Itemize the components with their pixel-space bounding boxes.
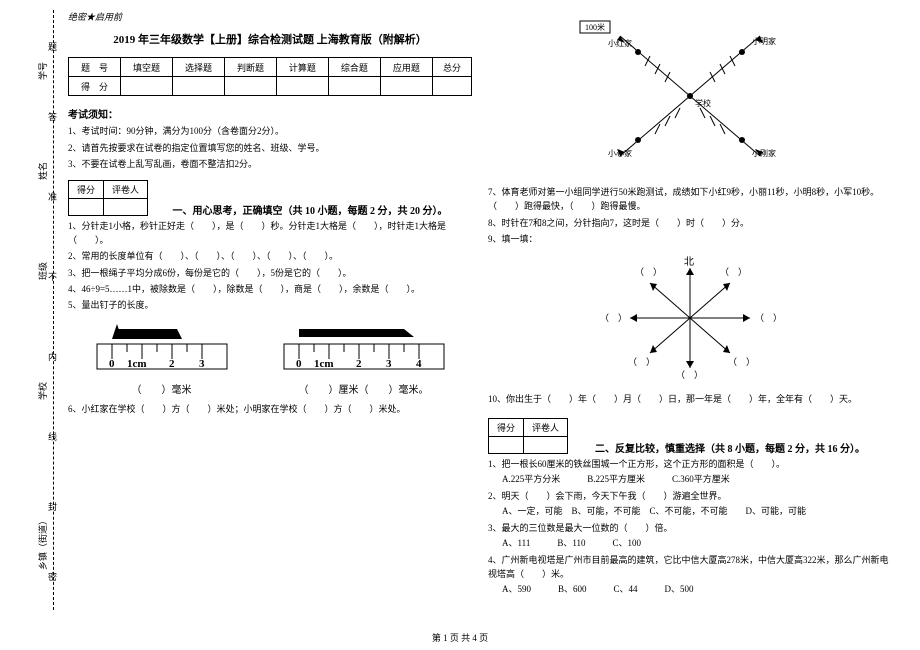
- score-h4: 计算题: [276, 58, 328, 77]
- svg-text:0: 0: [109, 358, 115, 370]
- svg-text:0: 0: [296, 358, 302, 370]
- s2-q2: 2、明天（ ）会下雨，今天下午我（ ）游遍全世界。: [488, 489, 892, 503]
- svg-text:（ ）: （ ）: [600, 313, 627, 323]
- secret-label: 绝密★启用前: [68, 10, 472, 23]
- svg-text:1cm: 1cm: [314, 358, 334, 370]
- section2-title: 二、反复比较，慎重选择（共 8 小题，每题 2 分，共 16 分）。: [568, 440, 892, 455]
- dash-char-2: 准: [48, 190, 57, 203]
- s1-q4: 4、46÷9=5……1中，被除数是（ ），除数是（ ），商是（ ），余数是（ ）…: [68, 282, 472, 296]
- svg-text:（ ）: （ ）: [628, 357, 655, 367]
- svg-text:100米: 100米: [585, 22, 605, 32]
- s1-q6: 6、小红家在学校（ ）方（ ）米处；小明家在学校（ ）方（ ）米处。: [68, 402, 472, 416]
- notice-1: 1、考试时间：90分钟，满分为100分（含卷面分2分）。: [68, 125, 472, 139]
- s1-q9: 9、填一填：: [488, 232, 892, 246]
- cross-diagram: 100米 小红家 小明家: [488, 16, 892, 179]
- s2-q4-opts: A、590 B、600 C、44 D、500: [502, 583, 892, 597]
- scorebox-1: 得分评卷人: [68, 180, 148, 216]
- s1-q1: 1、分针走1小格，秒针正好走（ ），是（ ）秒。分针走1大格是（ ），时针走1大…: [68, 219, 472, 248]
- compass-svg: 北 （ ） （ ） （ ） （ ） （ ） （ ） （ ）: [580, 253, 800, 383]
- svg-text:4: 4: [416, 358, 422, 370]
- score-h3: 判断题: [224, 58, 276, 77]
- page-container: 绝密★启用前 2019 年三年级数学【上册】综合检测试题 上海教育版（附解析） …: [0, 0, 920, 630]
- bind-label-xiangzhen: 乡镇（街道）: [36, 516, 49, 570]
- dash-char-0: 题: [48, 40, 57, 53]
- s2-q3-opts: A、111 B、110 C、100: [502, 537, 892, 551]
- left-column: 绝密★启用前 2019 年三年级数学【上册】综合检测试题 上海教育版（附解析） …: [60, 10, 480, 630]
- notice-3: 3、不要在试卷上乱写乱画，卷面不整洁扣2分。: [68, 158, 472, 172]
- svg-text:（ ）: （ ）: [635, 267, 662, 277]
- ruler1-cap: （ ）毫米: [92, 381, 232, 396]
- s1-q8: 8、时针在7和8之间，分针指向7，这时是（ ）时（ ）分。: [488, 216, 892, 230]
- ruler-row: 0 1cm 2 3 （ ）毫米: [68, 319, 472, 396]
- ruler1-svg: 0 1cm 2 3: [92, 319, 232, 374]
- score-h7: 总分: [432, 58, 471, 77]
- s2-q3: 3、最大的三位数是最大一位数的（ ）倍。: [488, 521, 892, 535]
- score-h1: 填空题: [120, 58, 172, 77]
- score-h5: 综合题: [328, 58, 380, 77]
- scorebox-2: 得分评卷人: [488, 418, 568, 454]
- s1-q7: 7、体育老师对第一小组同学进行50米跑测试，成绩如下小红9秒，小丽11秒，小明8…: [488, 185, 892, 214]
- page-footer: 第 1 页 共 4 页: [0, 631, 920, 644]
- s1-q5: 5、量出钉子的长度。: [68, 298, 472, 312]
- ruler2-svg: 0 1cm 2 3 4: [279, 319, 449, 374]
- svg-text:（ ）: （ ）: [720, 267, 747, 277]
- s2-q1: 1、把一根长60厘米的铁丝围城一个正方形，这个正方形的面积是（ ）。: [488, 457, 892, 471]
- svg-text:1cm: 1cm: [127, 358, 147, 370]
- exam-title: 2019 年三年级数学【上册】综合检测试题 上海教育版（附解析）: [68, 31, 472, 47]
- svg-text:小明家: 小明家: [752, 36, 776, 46]
- score-h0: 题 号: [69, 58, 121, 77]
- dash-char-5: 线: [48, 430, 57, 443]
- s2-q1-opts: A.225平方分米 B.225平方厘米 C.360平方厘米: [502, 473, 892, 487]
- ruler-2: 0 1cm 2 3 4 （ ）厘米（ ）毫米。: [279, 319, 449, 396]
- s1-q10: 10、你出生于（ ）年（ ）月（ ）日，那一年是（ ）年，全年有（ ）天。: [488, 392, 892, 406]
- right-column: 100米 小红家 小明家: [480, 10, 900, 630]
- svg-text:3: 3: [199, 358, 205, 370]
- svg-text:（ ）: （ ）: [755, 313, 782, 323]
- notice-title: 考试须知：: [68, 106, 472, 121]
- cross-svg: 100米 小红家 小明家: [560, 16, 820, 176]
- dash-char-3: 不: [48, 270, 57, 283]
- svg-text:2: 2: [356, 358, 362, 370]
- bind-label-xuexiao: 学校: [36, 382, 49, 400]
- svg-text:2: 2: [169, 358, 175, 370]
- compass-diagram: 北 （ ） （ ） （ ） （ ） （ ） （ ） （ ）: [488, 253, 892, 386]
- notice-2: 2、请首先按要求在试卷的指定位置填写您的姓名、班级、学号。: [68, 142, 472, 156]
- score-r0: 得 分: [69, 77, 121, 96]
- svg-text:（ ）: （ ）: [728, 357, 755, 367]
- s2-q4: 4、广州新电视塔是广州市目前最高的建筑，它比中信大厦高278米，中信大厦高322…: [488, 553, 892, 582]
- svg-text:（ ）: （ ）: [676, 370, 703, 380]
- dash-char-6: 封: [48, 500, 57, 513]
- bind-label-xingming: 姓名: [36, 162, 49, 180]
- binding-margin: 学号 姓名 班级 学校 乡镇（街道） 题 答 准 不 内 线 封 密: [8, 10, 54, 610]
- section1-title: 一、用心思考，正确填空（共 10 小题，每题 2 分，共 20 分）。: [148, 202, 472, 217]
- s1-q3: 3、把一根绳子平均分成6份，每份是它的（ ），5份是它的（ ）。: [68, 266, 472, 280]
- svg-text:3: 3: [386, 358, 392, 370]
- score-h2: 选择题: [172, 58, 224, 77]
- ruler2-cap: （ ）厘米（ ）毫米。: [279, 381, 449, 396]
- bind-label-xuehao: 学号: [36, 62, 49, 80]
- score-h6: 应用题: [380, 58, 432, 77]
- dash-char-1: 答: [48, 110, 57, 123]
- s1-q2: 2、常用的长度单位有（ ）、（ ）、（ ）、（ ）、（ ）。: [68, 249, 472, 263]
- s2-q2-opts: A、一定，可能 B、可能，不可能 C、不可能，不可能 D、可能，可能: [502, 505, 892, 519]
- svg-text:北: 北: [684, 256, 694, 268]
- dash-char-7: 密: [48, 570, 57, 583]
- score-table: 题 号 填空题 选择题 判断题 计算题 综合题 应用题 总分 得 分: [68, 57, 472, 96]
- dash-char-4: 内: [48, 350, 57, 363]
- ruler-1: 0 1cm 2 3 （ ）毫米: [92, 319, 232, 396]
- svg-text:学校: 学校: [695, 98, 711, 108]
